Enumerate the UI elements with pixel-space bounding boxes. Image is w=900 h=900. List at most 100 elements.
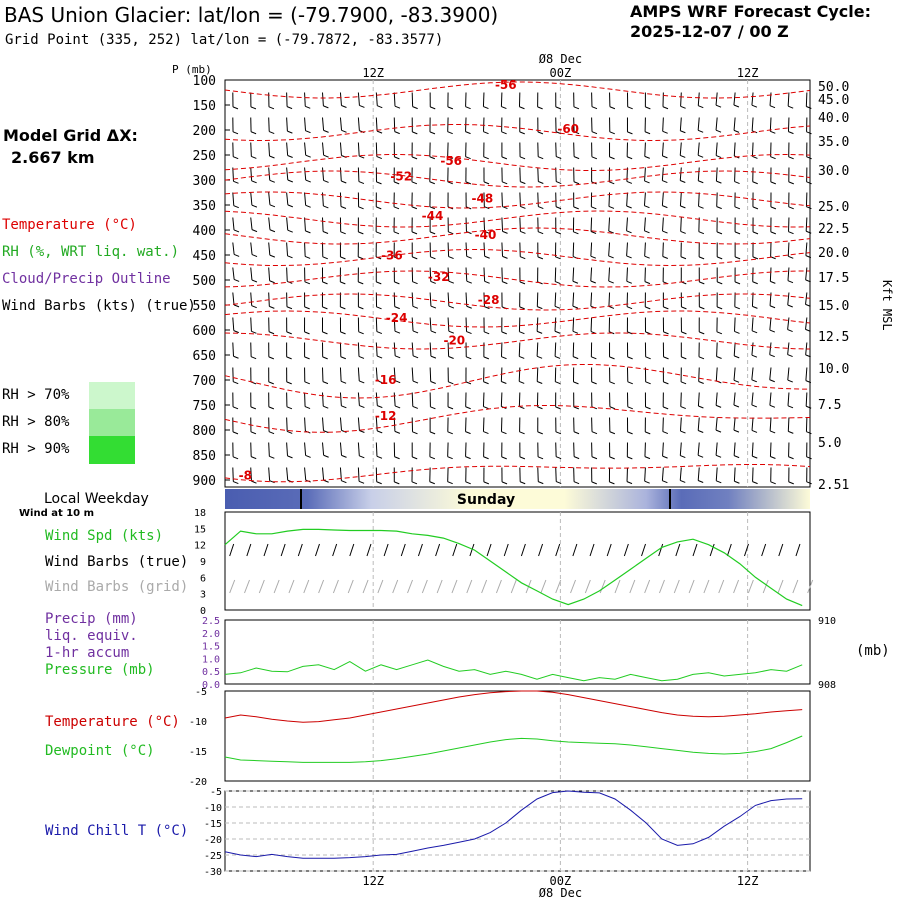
wind-barb [572, 267, 575, 282]
wind-barb [644, 142, 646, 157]
wind-barb-flag [394, 355, 401, 359]
temperature-label: Temperature (°C) [45, 714, 180, 730]
temperature-contour-label: -36 [381, 249, 403, 263]
wind-barb-flag [697, 129, 704, 133]
wind-barb [716, 342, 718, 357]
grid-wind-barb [777, 579, 784, 594]
wind-barb-flag [698, 231, 705, 235]
wind-barb-flag [752, 206, 759, 210]
true-wind-barb [246, 543, 252, 557]
wind-barb [734, 167, 736, 182]
wind-barb [250, 292, 253, 306]
wind-barb-flag [716, 256, 723, 260]
grid-wind-barb [584, 579, 591, 594]
legend-wind-barbs: Wind Barbs (kts) (true) [2, 298, 196, 314]
wind-barb-flag [251, 279, 258, 283]
wind-barb-flag [394, 481, 400, 485]
wind-barb-flag [412, 256, 418, 260]
wind-barb [572, 292, 575, 307]
temperature-contour-label: -60 [557, 122, 579, 136]
wind-barb-flag [662, 180, 668, 184]
wind-barb [411, 292, 414, 307]
wind-barb [501, 242, 504, 257]
wind-barb-flag [269, 455, 275, 459]
wind-barb-flag [788, 156, 794, 160]
wind-barb-flag [519, 431, 525, 435]
wind-barb-flag [411, 181, 418, 185]
wind-barb-flag [788, 456, 794, 460]
wind-barb-flag [556, 181, 562, 185]
pressure-axis-title: P (mb) [172, 63, 212, 76]
wind-barb [608, 267, 611, 282]
true-wind-barb [297, 543, 303, 557]
wind-barb-flag [644, 131, 651, 135]
wind-barb [232, 292, 235, 305]
wind-panel-frame [224, 511, 811, 611]
wind-barb-flag [323, 430, 329, 434]
wind-barb-flag [805, 380, 812, 384]
wind-barb [751, 342, 754, 356]
wind-barb-flag [536, 355, 543, 359]
wind-barb-flag [770, 156, 776, 160]
wind-barb [805, 317, 808, 330]
wind-barb-flag [465, 106, 471, 110]
wind-barb-flag [662, 230, 668, 234]
legend-temperature: Temperature (°C) [2, 217, 137, 233]
wind-barb-flag [501, 431, 507, 435]
wind-barb-flag [448, 381, 454, 385]
wind-barb-flag [233, 381, 239, 385]
wind-barb [537, 192, 539, 207]
wind-barb [715, 392, 718, 406]
wind-barb-flag [269, 229, 276, 233]
wind-barb [286, 192, 289, 205]
wind-barb-flag [662, 205, 668, 209]
wind-barb-flag [448, 256, 454, 260]
wind-barb-flag [537, 231, 544, 235]
wind-barb [751, 317, 754, 331]
true-wind-barb [315, 543, 320, 557]
top-time-tick-label: 00Z [550, 66, 572, 80]
wind-barb-flag [538, 156, 544, 160]
wind-barb-flag [376, 481, 382, 485]
wind-barb [304, 192, 307, 206]
wind-barb-flag [394, 131, 400, 135]
wind-barb-flag [448, 231, 454, 235]
wind-barb-flag [340, 256, 346, 260]
wind-barb [286, 442, 289, 456]
wind-barb [733, 467, 736, 482]
pressure-tick-label: 650 [193, 349, 216, 364]
wind-barb-flag [447, 456, 453, 460]
wind-barb-flag [734, 355, 740, 359]
pressure-unit-label: (mb) [856, 643, 890, 659]
wind-barb-flag [430, 330, 437, 334]
grid-wind-barb [332, 579, 339, 594]
wind-barb-flag [286, 381, 292, 385]
temperature-contour [224, 293, 811, 311]
wind-barb-flag [483, 106, 489, 110]
wind-barb-flag [554, 305, 561, 309]
grid-wind-barb [807, 579, 814, 594]
wind-barb-flag [268, 106, 275, 110]
wind-barb [339, 442, 343, 456]
precip-ytick-label: 2.5 [202, 616, 220, 627]
wind-barbs-true-label: Wind Barbs (true) [45, 554, 189, 570]
grid-wind-barb [703, 579, 710, 594]
wind-barb-flag [520, 181, 526, 185]
wind-barb-flag [769, 354, 775, 358]
wind-barb [483, 267, 486, 282]
wind-barb [519, 192, 521, 207]
wind-barb-flag [393, 181, 400, 185]
true-wind-barb [383, 543, 389, 557]
wind-barb-flag [376, 355, 383, 359]
wind-barb-flag [304, 306, 310, 310]
grid-wind-barb [658, 579, 665, 594]
wind-barb [769, 342, 772, 355]
wind-barb-flag [376, 130, 383, 134]
true-wind-barb [366, 543, 372, 557]
true-wind-barb [263, 543, 269, 557]
temperature-contour-label: -44 [422, 209, 444, 223]
wind-barb-flag [519, 406, 525, 410]
true-wind-barb [641, 543, 646, 557]
bottom-time-tick-label: 00Z [550, 874, 572, 888]
